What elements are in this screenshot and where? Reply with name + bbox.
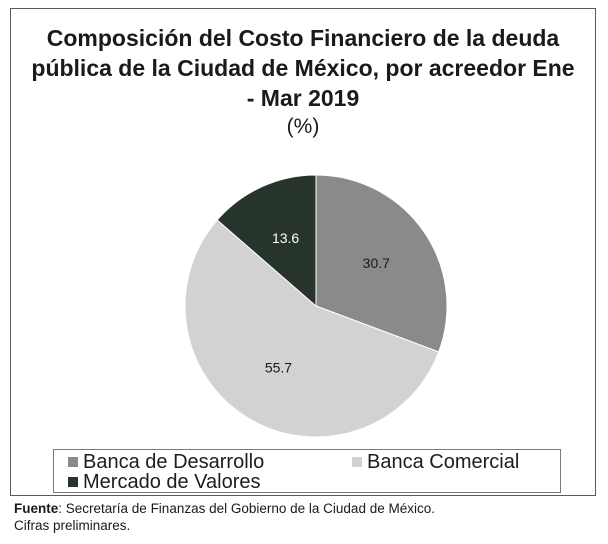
- chart-frame: Composición del Costo Financiero de la d…: [10, 8, 596, 496]
- pie-data-label: 55.7: [265, 360, 292, 376]
- pie-data-label: 13.6: [272, 230, 299, 246]
- legend-swatch: [68, 457, 78, 467]
- legend-item-mercado-de-valores: Mercado de Valores: [68, 472, 261, 492]
- legend-swatch: [352, 457, 362, 467]
- legend-label: Banca Comercial: [367, 451, 520, 473]
- legend-item-banca-comercial: Banca Comercial: [352, 452, 519, 472]
- legend-swatch: [68, 477, 78, 487]
- pie-slice-banca-de-desarrollo: [315, 174, 448, 353]
- footer-note: Cifras preliminares.: [14, 518, 131, 533]
- legend-label: Mercado de Valores: [83, 471, 261, 493]
- pie-slices: [184, 174, 448, 438]
- pie-labels: 30.7 55.7 13.6: [265, 230, 390, 376]
- footer-source-label: Fuente: [14, 501, 59, 516]
- pie-chart: 30.7 55.7 13.6: [184, 174, 448, 438]
- pie-slice-banca-comercial: [184, 219, 440, 438]
- footer-source-text: : Secretaría de Finanzas del Gobierno de…: [58, 501, 435, 516]
- chart-subtitle: (%): [286, 115, 320, 138]
- chart-title: Composición del Costo Financiero de la d…: [31, 25, 575, 111]
- legend-item-banca-de-desarrollo: Banca de Desarrollo: [68, 452, 264, 472]
- footer-source: Fuente: Secretaría de Finanzas del Gobie…: [14, 500, 594, 517]
- pie-slice-mercado-de-valores: [216, 174, 317, 308]
- legend-label: Banca de Desarrollo: [83, 451, 265, 473]
- chart-legend: Banca de Desarrollo Banca Comercial Merc…: [53, 449, 561, 493]
- chart-footer: Fuente: Secretaría de Finanzas del Gobie…: [14, 500, 594, 534]
- pie-data-label: 30.7: [363, 255, 390, 271]
